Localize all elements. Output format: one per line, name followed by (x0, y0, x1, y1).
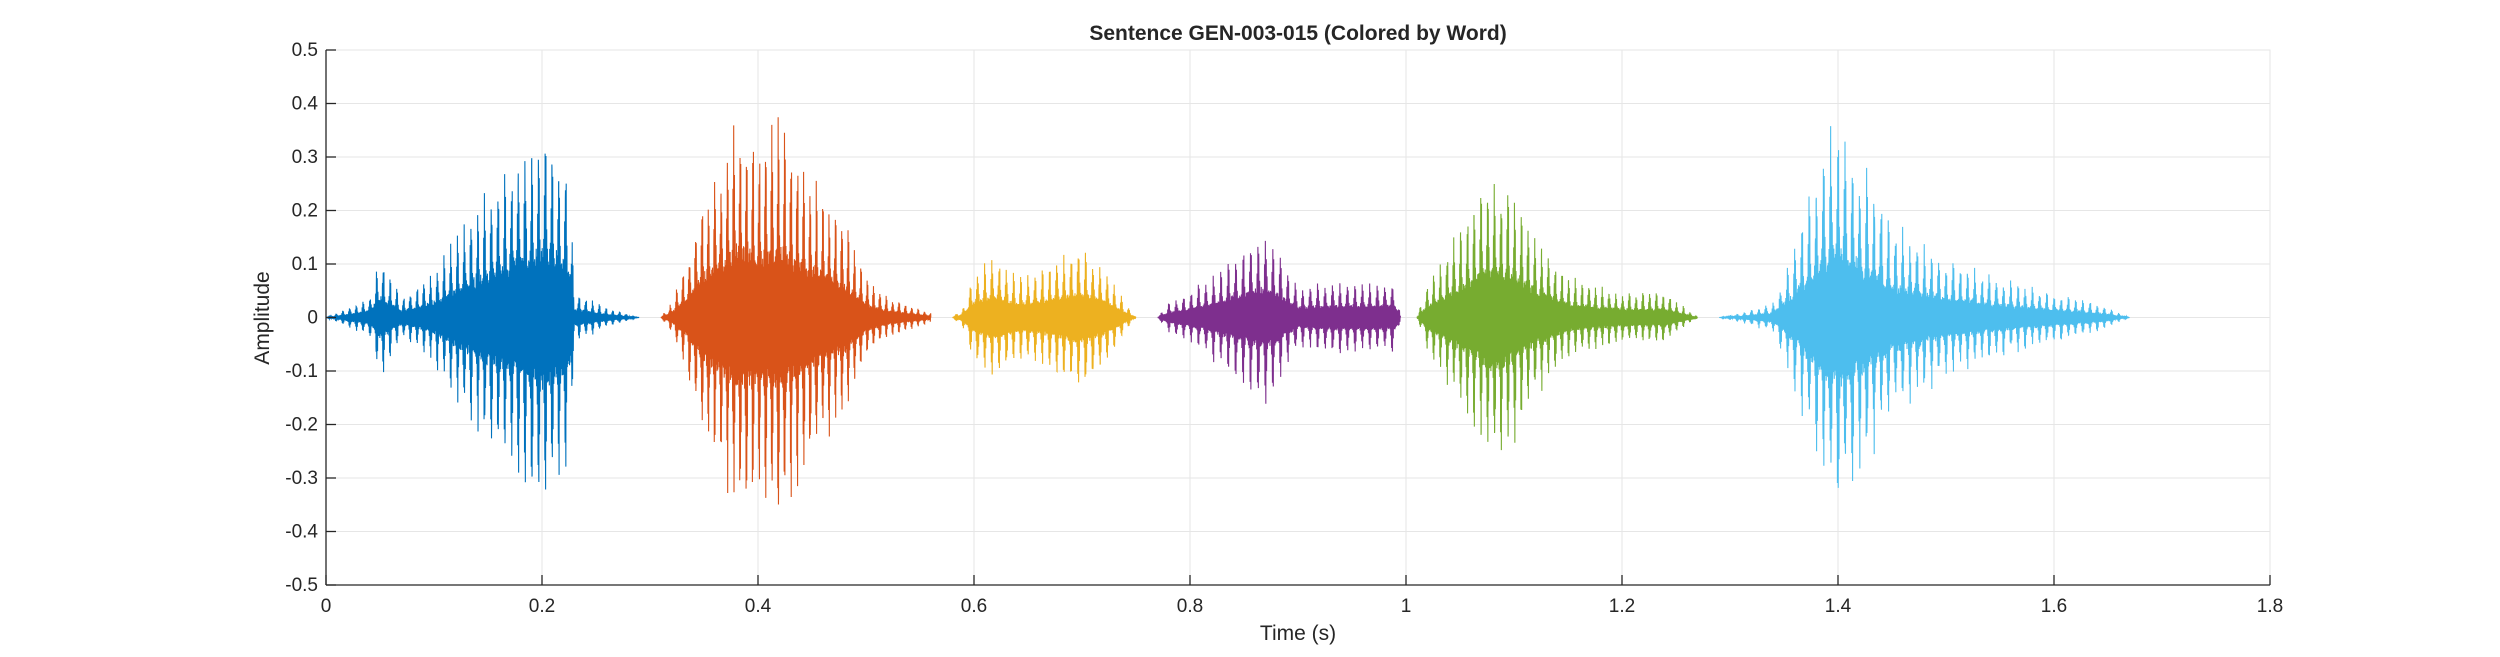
x-axis-label: Time (s) (1260, 622, 1336, 645)
word-waveform-1 (325, 153, 640, 490)
y-tick-label: -0.5 (285, 575, 318, 596)
word-waveform-5 (1416, 184, 1698, 451)
x-tick-label: 0.8 (1177, 596, 1203, 617)
y-tick-label: -0.3 (285, 468, 318, 489)
x-tick-label: 0.6 (961, 596, 987, 617)
chart-title: Sentence GEN-003-015 (Colored by Word) (1089, 22, 1506, 45)
y-tick-label: 0.1 (292, 254, 318, 275)
x-tick-label: 1.2 (1609, 596, 1635, 617)
x-tick-label: 0 (321, 596, 332, 617)
y-tick-label: 0.2 (292, 201, 318, 222)
x-tick-label: 1.8 (2257, 596, 2283, 617)
x-tick-label: 0.2 (529, 596, 555, 617)
y-tick-label: 0 (307, 308, 318, 329)
word-waveform-4 (1157, 240, 1402, 404)
x-tick-label: 0.4 (745, 596, 772, 617)
word-waveform-2 (660, 117, 932, 505)
y-tick-label: 0.5 (292, 40, 318, 61)
y-tick-label: 0.3 (292, 147, 318, 168)
x-tick-label: 1.4 (1825, 596, 1852, 617)
waveform-series (325, 117, 2130, 505)
word-waveform-3 (952, 252, 1137, 383)
y-axis-label: Amplitude (251, 271, 274, 364)
y-tick-label: -0.4 (285, 522, 318, 543)
y-tick-label: -0.2 (285, 415, 318, 436)
word-waveform-6 (1719, 126, 2130, 488)
y-tick-label: -0.1 (285, 361, 318, 382)
ticks: 0 0.2 0.4 0.6 0.8 1 1.2 1.4 1.6 1.8 -0.5 -0.4 -0.3 -0… (285, 40, 2283, 617)
y-tick-label: 0.4 (292, 94, 319, 115)
x-tick-label: 1.6 (2041, 596, 2067, 617)
x-tick-label: 1 (1401, 596, 1412, 617)
